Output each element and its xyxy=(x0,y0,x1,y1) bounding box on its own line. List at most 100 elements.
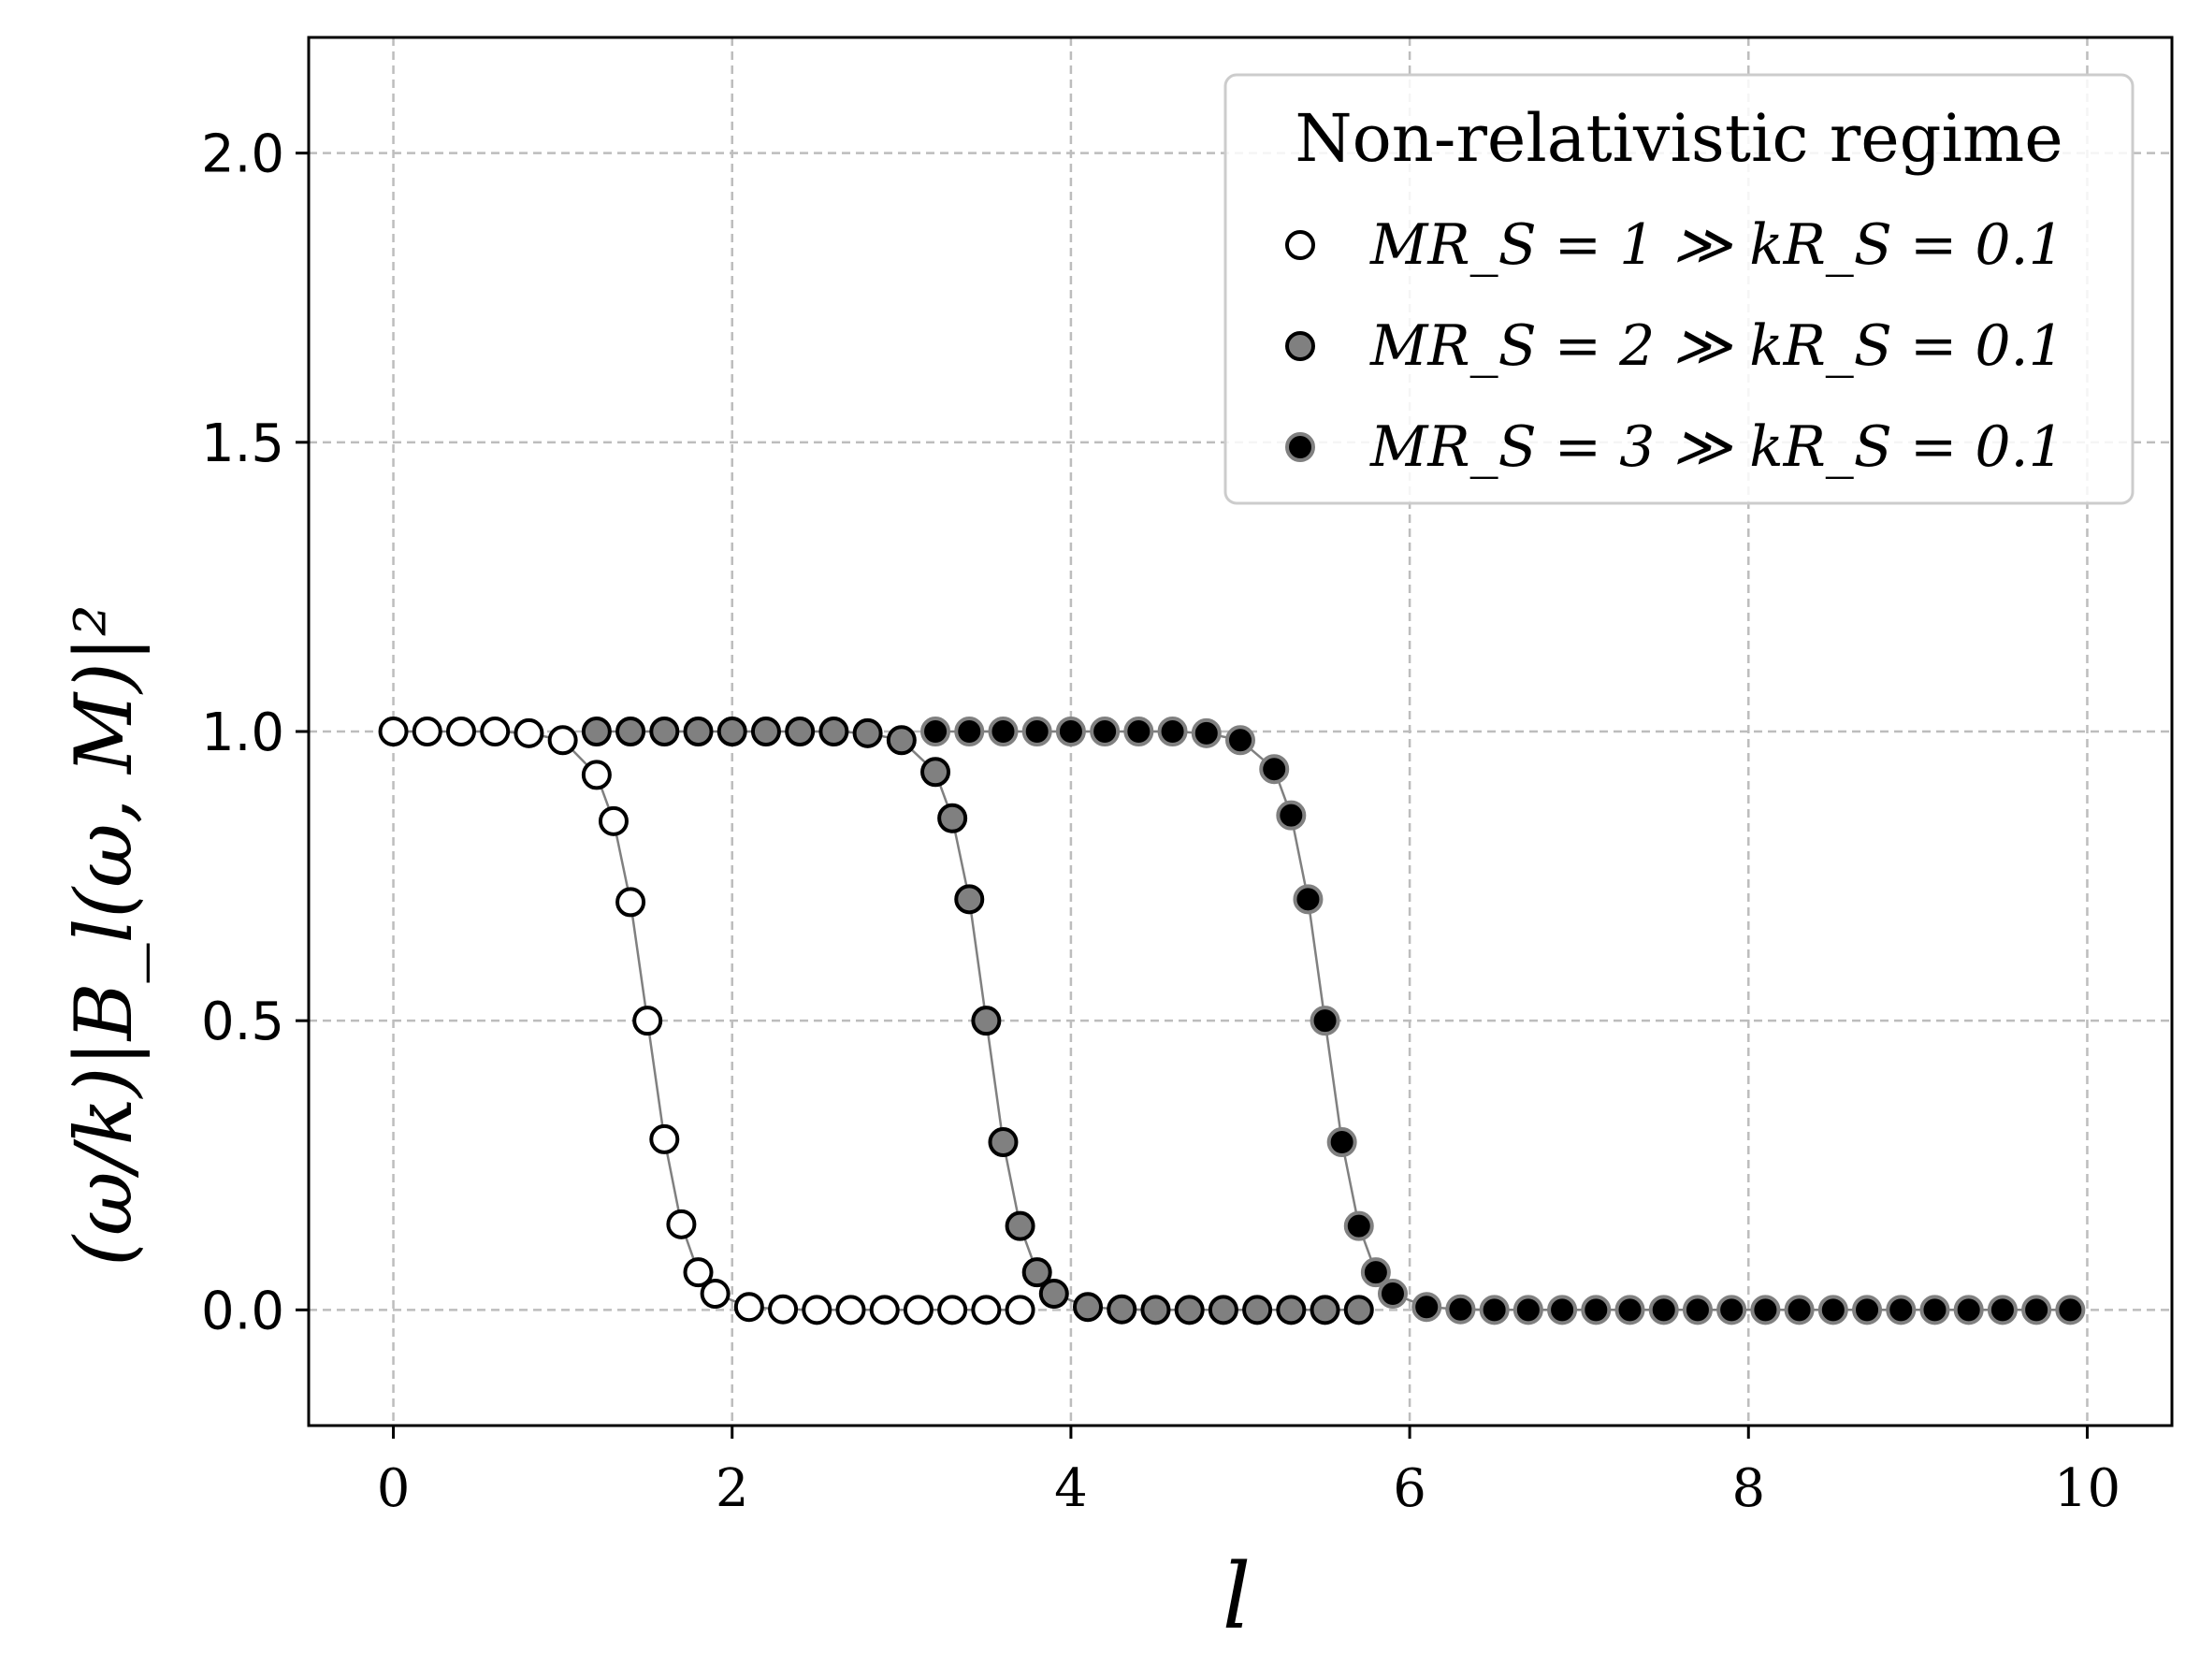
x-axis-ticks: 0 2 4 6 8 10 xyxy=(377,1426,2120,1519)
data-point-series-3 xyxy=(1411,1292,1442,1323)
data-point-series-3 xyxy=(1225,725,1255,756)
data-point-series-1 xyxy=(903,1295,934,1325)
data-point-series-1 xyxy=(937,1295,968,1325)
data-point-series-3 xyxy=(1547,1295,1578,1325)
data-point-series-3 xyxy=(954,717,985,746)
x-tick-label: 0 xyxy=(377,1458,411,1519)
data-point-series-2 xyxy=(1107,1294,1137,1325)
data-point-series-3 xyxy=(1919,1295,1950,1325)
data-point-series-3 xyxy=(1886,1295,1917,1325)
data-point-series-3 xyxy=(1293,884,1324,915)
data-point-series-2 xyxy=(971,1006,1002,1036)
y-axis-ticks: 0.0 0.5 1.0 1.5 2.0 xyxy=(201,124,309,1341)
data-point-series-3 xyxy=(1276,800,1307,831)
data-point-series-3 xyxy=(1716,1295,1747,1325)
data-point-series-2 xyxy=(1208,1295,1238,1325)
data-point-series-1 xyxy=(581,760,612,790)
data-point-series-2 xyxy=(1174,1295,1205,1325)
data-point-series-2 xyxy=(1038,1279,1069,1310)
legend-marker-2 xyxy=(1285,331,1315,361)
data-point-series-1 xyxy=(378,717,409,746)
legend-title: Non-relativistic regime xyxy=(1295,100,2062,177)
data-point-series-3 xyxy=(988,717,1019,746)
x-tick-label: 2 xyxy=(716,1458,749,1519)
legend-entry-2: MR_S = 2 ≫ kR_S = 0.1 xyxy=(1369,313,2064,379)
x-tick-label: 10 xyxy=(2054,1458,2120,1519)
data-point-series-2 xyxy=(920,757,951,788)
data-point-series-2 xyxy=(615,717,646,746)
data-point-series-3 xyxy=(2055,1295,2086,1325)
data-point-series-3 xyxy=(1648,1295,1679,1325)
data-point-series-2 xyxy=(988,1127,1019,1158)
data-point-series-3 xyxy=(1157,717,1188,746)
data-point-series-3 xyxy=(1343,1210,1374,1241)
data-point-series-1 xyxy=(971,1295,1002,1325)
data-point-series-3 xyxy=(1750,1295,1781,1325)
data-point-series-2 xyxy=(1343,1295,1374,1325)
data-point-series-2 xyxy=(750,717,781,746)
data-point-series-1 xyxy=(547,725,578,756)
data-point-series-3 xyxy=(1259,754,1290,785)
data-point-series-3 xyxy=(1784,1295,1815,1325)
data-point-series-2 xyxy=(1242,1295,1273,1325)
data-point-series-3 xyxy=(1191,717,1222,748)
data-point-series-1 xyxy=(598,805,629,836)
data-point-series-3 xyxy=(1445,1294,1476,1325)
data-point-series-1 xyxy=(683,1257,714,1288)
data-point-series-1 xyxy=(835,1295,866,1325)
data-point-series-1 xyxy=(802,1295,832,1325)
legend-entry-1: MR_S = 1 ≫ kR_S = 0.1 xyxy=(1369,212,2064,278)
data-point-series-2 xyxy=(852,717,883,748)
data-point-series-1 xyxy=(649,1123,680,1154)
data-point-series-3 xyxy=(1614,1295,1645,1325)
data-point-series-1 xyxy=(445,717,476,746)
data-point-series-3 xyxy=(1377,1279,1408,1310)
data-point-series-3 xyxy=(1953,1295,1984,1325)
data-point-series-3 xyxy=(1090,717,1121,746)
data-point-series-3 xyxy=(1852,1295,1883,1325)
data-point-series-2 xyxy=(818,717,849,746)
legend-marker-1 xyxy=(1285,230,1315,260)
data-point-series-3 xyxy=(1512,1295,1543,1325)
data-point-series-1 xyxy=(514,717,544,748)
data-point-series-1 xyxy=(869,1295,900,1325)
legend-entry-3: MR_S = 3 ≫ kR_S = 0.1 xyxy=(1369,414,2064,480)
x-tick-label: 8 xyxy=(1731,1458,1765,1519)
data-point-series-2 xyxy=(785,717,816,746)
y-tick-label: 1.5 xyxy=(201,413,284,474)
data-point-series-1 xyxy=(632,1006,663,1036)
data-point-series-2 xyxy=(716,717,747,746)
data-point-series-2 xyxy=(1310,1295,1340,1325)
data-point-series-1 xyxy=(1005,1295,1035,1325)
y-axis-label: (ω/k)|B_l(ω, M)|² xyxy=(58,604,150,1267)
data-point-series-3 xyxy=(1123,717,1154,746)
y-tick-label: 1.0 xyxy=(201,702,284,763)
data-point-series-2 xyxy=(937,803,968,833)
data-point-series-2 xyxy=(1073,1292,1104,1323)
data-point-series-1 xyxy=(768,1294,799,1325)
data-point-series-2 xyxy=(649,717,680,746)
data-points xyxy=(378,717,2086,1325)
data-point-series-1 xyxy=(412,717,442,746)
data-point-series-3 xyxy=(1581,1295,1612,1325)
data-point-series-2 xyxy=(954,884,985,915)
legend-marker-3 xyxy=(1285,432,1315,462)
data-point-series-3 xyxy=(1987,1295,2018,1325)
data-point-series-3 xyxy=(1055,717,1086,746)
data-point-series-3 xyxy=(1360,1257,1391,1288)
data-point-series-3 xyxy=(1479,1295,1510,1325)
data-point-series-2 xyxy=(886,725,917,756)
data-point-series-2 xyxy=(683,717,714,746)
y-tick-label: 0.5 xyxy=(201,992,284,1052)
data-point-series-3 xyxy=(1817,1295,1848,1325)
data-point-series-3 xyxy=(920,717,951,746)
data-point-series-1 xyxy=(666,1209,697,1239)
data-point-series-1 xyxy=(480,717,511,746)
data-point-series-2 xyxy=(1005,1210,1035,1241)
x-tick-label: 4 xyxy=(1054,1458,1088,1519)
data-point-series-3 xyxy=(1682,1295,1713,1325)
data-point-series-1 xyxy=(700,1279,731,1310)
x-axis-label: l xyxy=(1223,1544,1252,1649)
data-point-series-1 xyxy=(733,1292,764,1323)
